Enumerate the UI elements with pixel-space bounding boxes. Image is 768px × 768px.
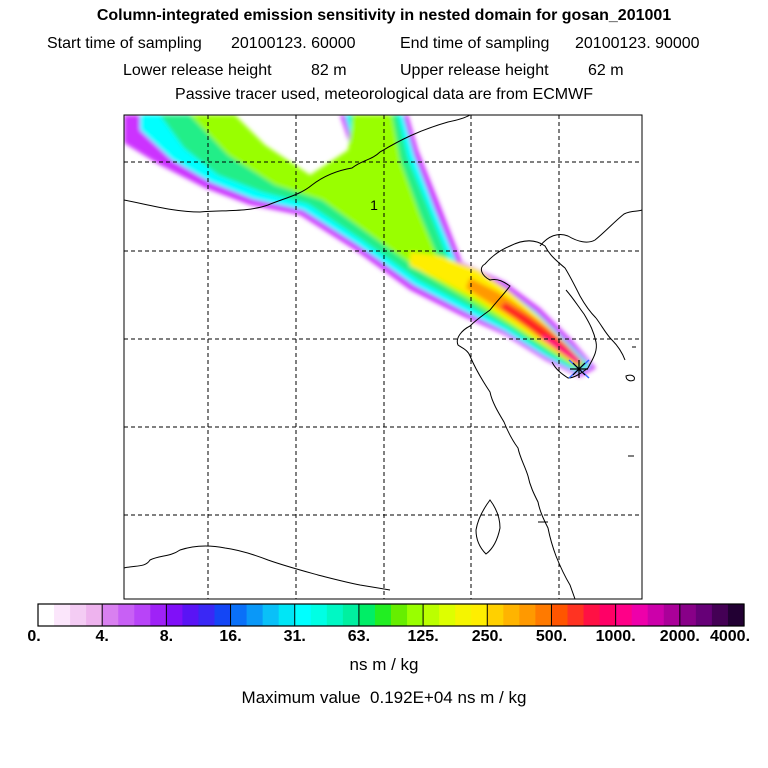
colorbar-tick-label: 16. (219, 628, 242, 645)
colorbar-swatch (647, 604, 665, 626)
start-time-label: Start time of sampling (47, 35, 202, 52)
colorbar-swatch (198, 604, 216, 626)
plume-layer (124, 115, 596, 377)
tracer-info: Passive tracer used, meteorological data… (175, 86, 593, 103)
colorbar-swatch (455, 604, 472, 626)
asterisk-icon (570, 360, 588, 378)
colorbar-units: ns m / kg (349, 655, 419, 674)
colorbar-swatch (679, 604, 697, 626)
maximum-value: Maximum value 0.192E+04 ns m / kg (0, 688, 768, 708)
colorbar-swatch (519, 604, 537, 626)
colorbar-tick-label: 250. (471, 628, 503, 645)
colorbar-tick-label: 63. (347, 628, 371, 645)
colorbar-swatch (166, 604, 184, 626)
colorbar-swatch (342, 604, 360, 626)
lower-height-label: Lower release height (123, 62, 272, 79)
colorbar-swatch (535, 604, 553, 626)
trajectory-marker-label: 1 (370, 197, 378, 213)
colorbar-border (37, 603, 745, 627)
colorbar-swatch (134, 604, 151, 626)
colorbar-swatch (182, 604, 200, 626)
colorbar-swatch (487, 604, 504, 626)
colorbar-swatch (326, 604, 344, 626)
colorbar-swatch (358, 604, 376, 626)
colorbar-swatch (262, 604, 280, 626)
colorbar-swatch (102, 604, 119, 626)
colorbar-tick-label: 2000. (659, 628, 700, 645)
map-title: Column-integrated emission sensitivity i… (96, 7, 672, 24)
upper-height-value: 62 m (588, 62, 624, 79)
start-time-value: 20100123. 60000 (231, 35, 356, 52)
colorbar (38, 604, 745, 626)
coastlines (124, 115, 642, 599)
maximum-value-number: 0.192E+04 ns m / kg (370, 688, 527, 707)
colorbar-swatch (423, 604, 440, 626)
colorbar-swatch (230, 604, 248, 626)
colorbar-swatch (118, 604, 135, 626)
colorbar-swatch (631, 604, 649, 626)
end-time-value: 20100123. 90000 (575, 35, 700, 52)
lower-height-value: 82 m (311, 62, 347, 79)
colorbar-swatch (246, 604, 264, 626)
colorbar-swatch (70, 604, 87, 626)
colorbar-tick-label: 31. (283, 628, 306, 645)
lat-lon-grid (124, 115, 642, 599)
colorbar-swatch (471, 604, 488, 626)
colorbar-swatch (278, 604, 296, 626)
colorbar-swatch (86, 604, 103, 626)
map-border (123, 114, 643, 600)
plume-contour-8 (540, 335, 582, 366)
plume-contour-5 (410, 252, 582, 366)
colorbar-swatch (407, 604, 424, 626)
colorbar-swatch (38, 604, 55, 626)
colorbar-swatch (551, 604, 569, 626)
colorbar-swatch (54, 604, 71, 626)
colorbar-tick-label: 1000. (595, 628, 636, 645)
colorbar-swatch (374, 604, 392, 626)
colorbar-swatch (615, 604, 633, 626)
colorbar-swatch (695, 604, 713, 626)
colorbar-tick-label: 0. (27, 628, 41, 645)
colorbar-swatch (583, 604, 601, 626)
colorbar-tick-label: 125. (407, 628, 439, 645)
colorbar-swatch (439, 604, 456, 626)
maximum-value-label: Maximum value (241, 688, 361, 707)
colorbar-swatch (599, 604, 617, 626)
colorbar-swatch (391, 604, 408, 626)
colorbar-tick-label: 4. (95, 628, 109, 645)
colorbar-swatch (663, 604, 681, 626)
colorbar-swatch (150, 604, 167, 626)
colorbar-swatch (503, 604, 520, 626)
colorbar-swatch (711, 604, 729, 626)
colorbar-tick-label: 4000. (709, 628, 751, 645)
colorbar-swatch (567, 604, 585, 626)
colorbar-tick-label: 500. (535, 628, 568, 645)
colorbar-swatch (294, 604, 312, 626)
release-site-marker (568, 359, 590, 379)
upper-height-label: Upper release height (400, 62, 549, 79)
end-time-label: End time of sampling (400, 35, 550, 52)
colorbar-swatch (310, 604, 328, 626)
colorbar-tick-label: 8. (159, 628, 174, 645)
colorbar-swatch (727, 604, 745, 626)
colorbar-swatch (214, 604, 232, 626)
